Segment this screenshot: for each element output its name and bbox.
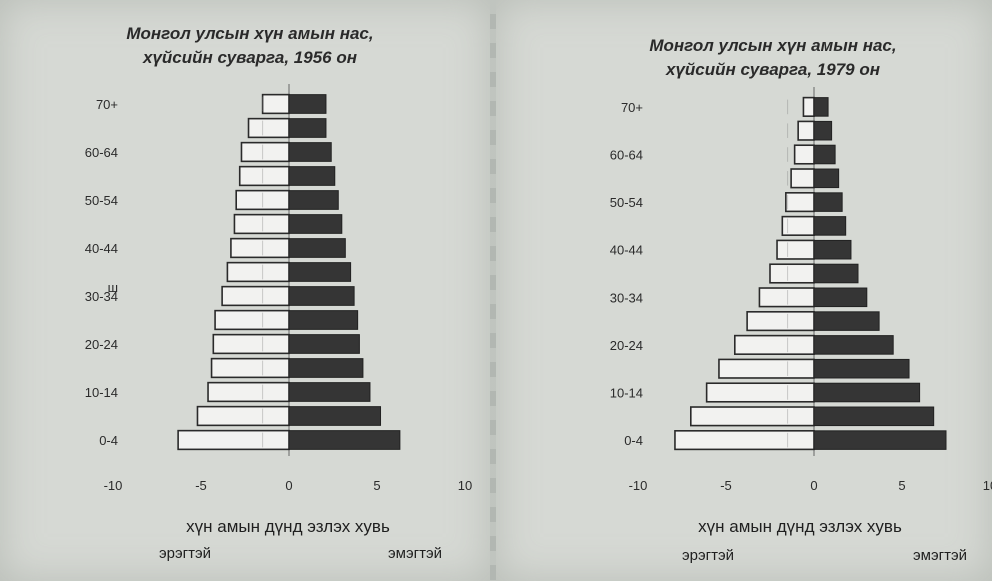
x-axis-label-1979: хүн амын дүнд эзлэх хувь (698, 517, 902, 536)
bar-female-1956-50-54 (288, 190, 339, 210)
bar-male-1979-35-39 (769, 263, 815, 284)
age-tick-1979-40-44: 40-44 (610, 243, 643, 258)
bar-male-1956-15-19 (210, 357, 290, 379)
age-tick-1979-50-54: 50-54 (610, 195, 643, 210)
age-tick-1979-70+: 70+ (621, 100, 643, 115)
bar-male-1979-25-29 (746, 311, 815, 332)
age-tick-1956-10-14: 10-14 (85, 385, 118, 400)
bar-male-1956-25-29 (214, 309, 290, 331)
bar-male-1979-65-69 (797, 120, 815, 141)
age-tick-1979-0-4: 0-4 (624, 433, 643, 448)
x-tick-1956-0: -10 (104, 478, 123, 493)
bar-female-1979-0-4 (813, 430, 947, 450)
bar-female-1979-60-64 (813, 144, 836, 165)
bar-male-1956-70+ (261, 93, 290, 115)
bar-female-1956-70+ (288, 94, 327, 114)
age-tick-1956-70+: 70+ (96, 97, 118, 112)
bar-male-1979-45-49 (781, 215, 815, 236)
age-tick-1956-30-34: 30-34 (85, 289, 118, 304)
bar-female-1979-50-54 (813, 192, 843, 212)
bar-female-1979-25-29 (813, 311, 880, 331)
chart-panel-1979 (496, 0, 992, 581)
age-tick-1979-10-14: 10-14 (610, 386, 643, 401)
x-tick-1956-4: 10 (458, 478, 472, 493)
bar-male-1979-10-14 (705, 382, 815, 403)
bar-female-1956-30-34 (288, 286, 355, 306)
x-tick-1979-0: -10 (629, 478, 648, 493)
bar-female-1956-15-19 (288, 358, 364, 378)
age-tick-1979-60-64: 60-64 (610, 148, 643, 163)
bar-male-1979-55-59 (790, 168, 815, 189)
bar-male-1956-20-24 (212, 333, 290, 355)
bar-female-1979-40-44 (813, 239, 852, 260)
bar-female-1956-40-44 (288, 238, 346, 258)
bar-male-1979-60-64 (793, 144, 815, 165)
bar-female-1956-65-69 (288, 118, 327, 138)
bar-female-1956-25-29 (288, 310, 359, 330)
bar-male-1956-10-14 (207, 381, 290, 403)
bar-female-1956-20-24 (288, 334, 360, 354)
bar-male-1956-30-34 (221, 285, 290, 307)
stray-label-1956: ш (108, 280, 118, 295)
x-tick-1979-1: -5 (720, 478, 732, 493)
age-tick-1956-20-24: 20-24 (85, 337, 118, 352)
age-tick-1956-60-64: 60-64 (85, 145, 118, 160)
x-tick-1979-2: 0 (810, 478, 817, 493)
age-tick-1956-0-4: 0-4 (99, 433, 118, 448)
bar-male-1956-55-59 (238, 165, 290, 187)
bar-male-1956-45-49 (233, 213, 290, 235)
bar-female-1979-10-14 (813, 382, 921, 403)
x-tick-1956-3: 5 (373, 478, 380, 493)
bar-female-1979-55-59 (813, 168, 840, 189)
sex-label-female-1979: эмэгтэй (913, 547, 967, 564)
chart-title-1979-line-1: Монгол улсын хүн амын нас, (649, 36, 896, 55)
bar-male-1979-50-54 (785, 192, 815, 213)
bar-female-1979-35-39 (813, 263, 859, 284)
bar-female-1956-0-4 (288, 430, 401, 450)
bar-female-1979-65-69 (813, 120, 833, 141)
sex-label-male-1979: эрэгтэй (682, 547, 734, 564)
bar-female-1956-5-9 (288, 406, 382, 426)
x-axis-label-1956: хүн амын дүнд эзлэх хувь (186, 517, 390, 536)
bar-female-1979-70+ (813, 97, 829, 117)
x-tick-1979-4: 10 (983, 478, 992, 493)
age-tick-1956-50-54: 50-54 (85, 193, 118, 208)
age-tick-1979-30-34: 30-34 (610, 290, 643, 305)
bar-female-1956-35-39 (288, 262, 352, 282)
bar-male-1956-5-9 (196, 405, 290, 427)
x-tick-1979-3: 5 (898, 478, 905, 493)
bar-male-1956-65-69 (247, 117, 290, 139)
bar-female-1979-15-19 (813, 358, 910, 379)
bar-male-1979-70+ (802, 96, 815, 117)
chart-title-1956-line-2: хүйсийн суварга, 1956 он (142, 48, 357, 67)
bar-female-1979-5-9 (813, 406, 935, 427)
age-tick-1956-40-44: 40-44 (85, 241, 118, 256)
x-tick-1956-1: -5 (195, 478, 207, 493)
bar-male-1956-60-64 (240, 141, 290, 163)
bar-male-1979-0-4 (674, 430, 815, 451)
bar-male-1979-30-34 (758, 287, 815, 308)
bar-male-1956-0-4 (177, 429, 290, 451)
bar-male-1956-40-44 (230, 237, 290, 259)
x-tick-1956-2: 0 (285, 478, 292, 493)
sex-label-female-1956: эмэгтэй (388, 545, 442, 562)
bar-female-1956-55-59 (288, 166, 336, 186)
age-tick-1979-20-24: 20-24 (610, 338, 643, 353)
sex-label-male-1956: эрэгтэй (159, 545, 211, 562)
bar-female-1979-30-34 (813, 287, 868, 308)
chart-title-1979-line-2: хүйсийн суварга, 1979 он (665, 60, 880, 79)
bar-female-1956-10-14 (288, 382, 371, 402)
bar-female-1979-45-49 (813, 216, 847, 236)
bar-male-1979-40-44 (776, 239, 815, 260)
bar-female-1979-20-24 (813, 335, 894, 355)
bar-male-1979-5-9 (689, 406, 815, 427)
bar-male-1956-35-39 (226, 261, 290, 283)
bar-male-1979-15-19 (718, 358, 815, 379)
chart-title-1956-line-1: Монгол улсын хүн амын нас, (126, 24, 373, 43)
bar-female-1956-60-64 (288, 142, 332, 162)
bar-male-1979-20-24 (733, 334, 815, 355)
bar-female-1956-45-49 (288, 214, 343, 234)
